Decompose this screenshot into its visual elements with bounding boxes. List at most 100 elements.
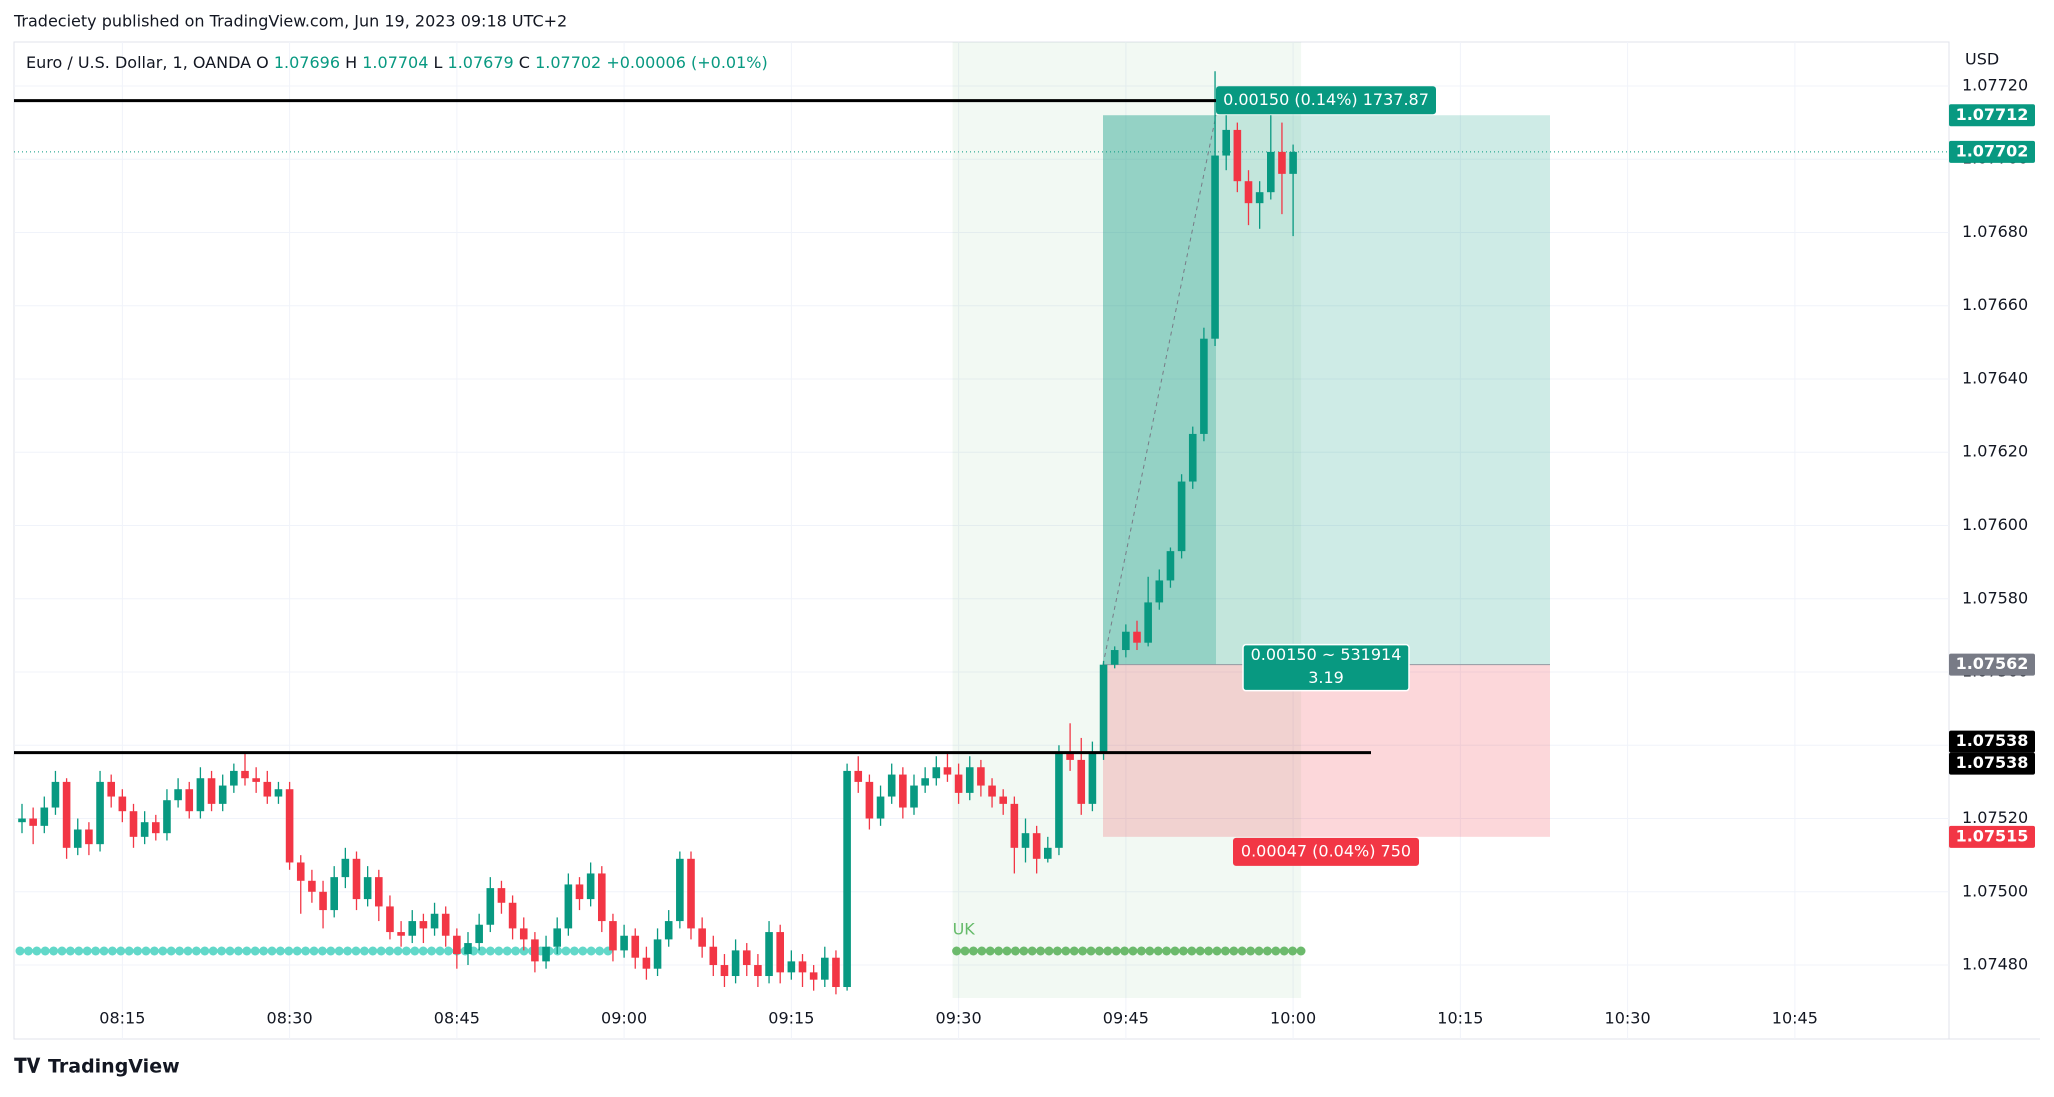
candle-body bbox=[988, 785, 996, 797]
position-label: 0.00047 (0.04%) 750 bbox=[1241, 841, 1411, 860]
price-label: 1.07562 bbox=[1956, 654, 2029, 673]
session-dot bbox=[183, 946, 193, 956]
price-label-box bbox=[1949, 140, 2035, 163]
candle-body bbox=[1066, 752, 1074, 760]
candle-body bbox=[854, 770, 863, 782]
price-label-box bbox=[1949, 825, 2035, 848]
candle-body bbox=[386, 906, 394, 933]
ohlc-key: L bbox=[434, 53, 443, 72]
session-dot bbox=[1262, 946, 1272, 956]
candle-body bbox=[296, 862, 305, 881]
session-dot bbox=[561, 946, 571, 956]
session-dot bbox=[301, 946, 311, 956]
candle-body bbox=[1099, 664, 1108, 753]
session-dot bbox=[1279, 946, 1289, 956]
candle-body bbox=[263, 781, 272, 797]
candle-body bbox=[731, 950, 740, 977]
session-dot bbox=[200, 946, 210, 956]
session-label: UK bbox=[953, 920, 976, 939]
position-label-box bbox=[1243, 644, 1409, 691]
session-dot bbox=[275, 946, 285, 956]
session-dot bbox=[1010, 946, 1020, 956]
y-tick-label: 1.07480 bbox=[1962, 955, 2028, 974]
ohlc-value: 1.07696 bbox=[274, 53, 340, 72]
candle-body bbox=[185, 789, 194, 812]
candle-body bbox=[1044, 847, 1052, 859]
session-dot bbox=[1254, 946, 1264, 956]
x-tick-label: 09:15 bbox=[768, 1009, 814, 1028]
ohlc-key: H bbox=[345, 53, 357, 72]
candle-body bbox=[943, 767, 952, 775]
x-tick-label: 08:30 bbox=[267, 1009, 313, 1028]
candle-body bbox=[1166, 551, 1175, 581]
candle-body bbox=[542, 946, 550, 962]
candle-body bbox=[330, 877, 338, 911]
candle-body bbox=[1200, 338, 1208, 434]
session-dot bbox=[994, 946, 1004, 956]
candle-body bbox=[642, 957, 651, 969]
candle-body bbox=[821, 957, 829, 980]
ohlc-key: C bbox=[519, 53, 530, 72]
candle-body bbox=[1055, 752, 1063, 848]
candle-body bbox=[274, 789, 283, 797]
candle-body bbox=[308, 880, 316, 892]
session-dot bbox=[1237, 946, 1247, 956]
session-dot bbox=[586, 946, 596, 956]
candle-body bbox=[709, 946, 718, 966]
candle-body bbox=[843, 770, 851, 988]
brand: TradingView bbox=[48, 1056, 180, 1078]
candle-body bbox=[798, 961, 807, 973]
session-dot bbox=[217, 946, 227, 956]
candle-body bbox=[932, 767, 941, 779]
session-dot bbox=[1036, 946, 1046, 956]
candle-body bbox=[453, 935, 461, 955]
candle-body bbox=[85, 829, 93, 845]
session-dot bbox=[1086, 946, 1096, 956]
candle-body bbox=[1211, 155, 1219, 339]
candle-body bbox=[676, 858, 684, 922]
candle-body bbox=[1133, 631, 1141, 643]
price-label: 1.07538 bbox=[1956, 753, 2029, 772]
session-dot bbox=[1094, 946, 1104, 956]
session-dot bbox=[74, 946, 84, 956]
session-dot bbox=[107, 946, 117, 956]
session-dot bbox=[401, 946, 411, 956]
candle-body bbox=[1222, 129, 1230, 156]
session-dot bbox=[351, 946, 361, 956]
published-note: Tradeciety published on TradingView.com,… bbox=[13, 12, 567, 31]
position-label-box bbox=[1216, 86, 1436, 115]
session-dot bbox=[494, 946, 504, 956]
session-dot bbox=[225, 946, 235, 956]
session-dot bbox=[23, 946, 33, 956]
session-dot bbox=[40, 946, 50, 956]
candle-body bbox=[140, 822, 149, 837]
currency: USD bbox=[1965, 50, 1999, 69]
candle-body bbox=[252, 778, 260, 782]
session-dot bbox=[334, 946, 344, 956]
session-dot bbox=[250, 946, 260, 956]
session-dot bbox=[141, 946, 151, 956]
candle-body bbox=[1177, 481, 1186, 552]
session-dot bbox=[292, 946, 302, 956]
x-tick-label: 08:15 bbox=[99, 1009, 145, 1028]
candle-body bbox=[1188, 433, 1197, 482]
session-dot bbox=[326, 946, 336, 956]
session-dot bbox=[91, 946, 101, 956]
candle-body bbox=[776, 932, 784, 973]
session-dot bbox=[343, 946, 353, 956]
session-dot bbox=[410, 946, 420, 956]
candle-body bbox=[107, 781, 115, 797]
position-label: 3.19 bbox=[1308, 668, 1344, 687]
candle-body bbox=[742, 950, 751, 966]
session-dot bbox=[952, 946, 962, 956]
candle-body bbox=[910, 785, 918, 808]
candle-body bbox=[1021, 833, 1030, 848]
y-tick-label: 1.07600 bbox=[1962, 515, 2028, 534]
y-tick-label: 1.07660 bbox=[1962, 295, 2028, 314]
candle-body bbox=[441, 913, 450, 936]
candle-body bbox=[397, 932, 405, 936]
candle-body bbox=[129, 811, 138, 837]
session-dot bbox=[1246, 946, 1256, 956]
candle-body bbox=[419, 921, 428, 929]
candle-body bbox=[1155, 580, 1164, 603]
